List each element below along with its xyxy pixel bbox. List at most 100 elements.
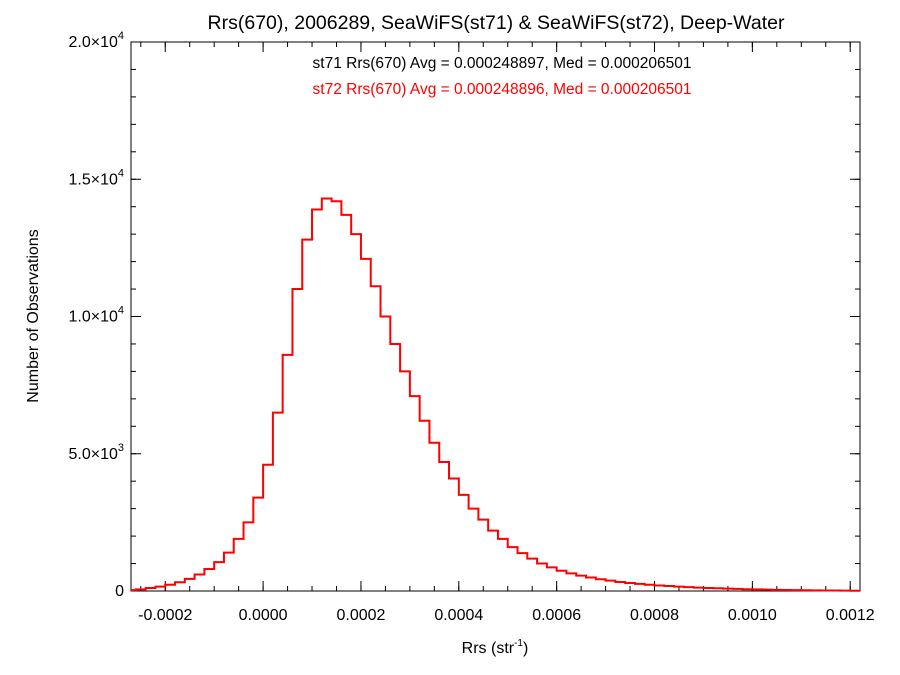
histogram-bin-point <box>169 583 171 586</box>
x-tick-label: 0.0006 <box>532 607 581 624</box>
y-axis-title-text: Number of Observations <box>25 229 42 402</box>
histogram-bin-point <box>648 583 651 586</box>
histogram-bin-point <box>756 588 759 591</box>
histogram-bin-point <box>511 546 514 548</box>
histogram-bin-point <box>237 538 240 540</box>
x-tick-label: 0.0002 <box>336 607 385 624</box>
histogram-bin-point <box>492 529 494 532</box>
y-tick-label: 2.0×104 <box>68 30 124 51</box>
histogram-bin-point <box>766 588 768 591</box>
histogram-bin-point <box>286 354 289 356</box>
histogram-bin-point <box>590 576 592 579</box>
legend-annotation-st72: st72 Rrs(670) Avg = 0.000248896, Med = 0… <box>313 81 692 98</box>
histogram-bin-point <box>374 285 377 288</box>
histogram-bin-point <box>550 566 553 569</box>
histogram-bin-point <box>502 538 504 540</box>
histogram-bin-point <box>257 496 260 499</box>
series-0-line <box>131 197 860 592</box>
histogram-bin-point <box>335 200 338 203</box>
histogram-bin-point <box>580 574 582 577</box>
histogram-bin-point <box>560 569 563 572</box>
histogram-bin-point <box>824 589 827 592</box>
histogram-bin-point <box>531 557 533 560</box>
legend-annotation-st71: st71 Rrs(670) Avg = 0.000248897, Med = 0… <box>313 55 692 72</box>
histogram-bin-point <box>619 581 622 583</box>
histogram-bin-point <box>179 581 181 584</box>
histogram-bin-point <box>854 589 856 592</box>
x-tick-label: 0.0000 <box>239 607 288 624</box>
x-axis-title-close: ) <box>523 640 528 657</box>
x-axis-title: Rrs (str-1) <box>462 638 529 657</box>
x-tick-label: 0.0004 <box>434 607 483 624</box>
histogram-bin-point <box>746 588 749 590</box>
histogram-bin-point <box>306 238 308 241</box>
histogram-bin-point <box>325 197 328 200</box>
axis-ticks: -0.0002 0.0000 0.0002 0.0004 0.0006 0.0008 0.0… <box>68 30 874 624</box>
histogram-bin-point <box>776 589 778 591</box>
histogram-bin-point <box>697 586 700 589</box>
plot-frame <box>130 41 861 592</box>
histogram-bin-point <box>443 461 445 463</box>
x-axis-title-main: Rrs (str <box>462 640 515 657</box>
histogram-bin-point <box>208 568 211 570</box>
histogram-bin-point <box>139 588 142 591</box>
histogram-bin-point <box>159 585 162 588</box>
histogram-bin-point <box>541 562 543 565</box>
histogram-bin-point <box>247 521 250 524</box>
histogram-bin-point <box>413 395 416 397</box>
histogram-bin-point <box>218 561 220 563</box>
histogram-bin-point <box>149 587 152 589</box>
histogram-bin-point <box>687 586 690 588</box>
histogram-bin-point <box>668 585 670 587</box>
histogram-bin-point <box>276 411 279 414</box>
y-tick-label: 0 <box>115 583 124 600</box>
histogram-bin-point <box>834 589 837 592</box>
histogram-bin-point <box>521 552 524 554</box>
y-tick-label: 1.0×104 <box>68 305 124 326</box>
x-tick-label: 0.0008 <box>630 607 679 624</box>
histogram-bin-point <box>727 587 729 590</box>
histogram-bin-point <box>384 315 387 318</box>
histogram-bin-point <box>658 584 661 587</box>
histogram-bin-point <box>130 589 132 591</box>
histogram-bin-point <box>365 258 367 260</box>
series-group <box>130 197 860 592</box>
histogram-bin-point <box>394 343 397 345</box>
histogram-bin-point <box>316 208 318 211</box>
histogram-bin-point <box>472 507 475 510</box>
histogram-bin-point <box>482 518 485 521</box>
histogram-bin-point <box>570 572 573 575</box>
histogram-bin-point <box>267 463 269 466</box>
histogram-bin-point <box>844 589 847 592</box>
histogram-bin-point <box>433 441 436 444</box>
histogram-bin-point <box>805 589 807 592</box>
histogram-bin-point <box>404 370 406 373</box>
x-tick-label: -0.0002 <box>138 607 192 624</box>
histogram-bin-point <box>717 587 719 590</box>
histogram-bin-point <box>423 420 426 422</box>
chart-title: Rrs(670), 2006289, SeaWiFS(st71) & SeaWi… <box>208 12 785 34</box>
x-tick-label: 0.0010 <box>728 607 777 624</box>
histogram-bin-point <box>629 582 631 584</box>
histogram-bin-point <box>188 578 191 580</box>
histogram-bin-point <box>736 588 739 590</box>
histogram-bin-point <box>355 233 357 235</box>
histogram-bin-point <box>228 551 230 554</box>
histogram-bin-point <box>707 587 710 589</box>
x-tick-label: 0.0012 <box>826 607 875 624</box>
y-tick-label: 1.5×104 <box>68 167 124 188</box>
histogram-bin-point <box>296 288 299 290</box>
histogram-bin-point <box>678 585 680 588</box>
histogram-bin-point <box>599 578 602 580</box>
y-axis-title: Number of Observations <box>25 229 42 402</box>
histogram-bin-point <box>815 589 817 592</box>
histogram-bin-point <box>795 589 798 591</box>
histogram-bin-point <box>785 589 788 591</box>
y-tick-label: 5.0×103 <box>68 442 124 463</box>
x-axis-title-sup: -1 <box>514 638 523 649</box>
histogram-bin-point <box>453 477 455 480</box>
histogram-bin-point <box>345 214 348 216</box>
histogram-bin-point <box>198 573 201 576</box>
histogram-bin-point <box>609 579 612 582</box>
